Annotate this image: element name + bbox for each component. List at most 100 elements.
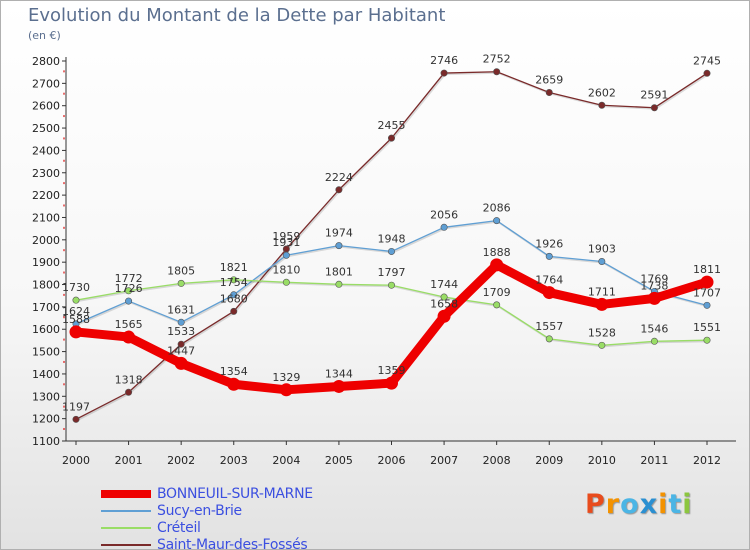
data-label: 1730	[62, 281, 90, 294]
data-point	[545, 89, 553, 97]
legend-label: Sucy-en-Brie	[157, 502, 242, 519]
data-point	[230, 291, 238, 299]
legend-label: Saint-Maur-des-Fossés	[157, 536, 308, 550]
x-tick-label: 2008	[483, 454, 511, 467]
data-point	[279, 383, 293, 397]
data-label: 1329	[272, 371, 300, 384]
data-point	[493, 301, 501, 309]
data-label: 1707	[693, 286, 721, 299]
data-point	[650, 104, 658, 112]
y-tick-label: 2200	[32, 189, 60, 202]
legend-swatch	[101, 526, 151, 529]
data-label: 1888	[483, 246, 511, 259]
logo-letter: t	[668, 489, 683, 520]
data-point	[490, 258, 504, 272]
data-point	[595, 297, 609, 311]
data-label: 1810	[272, 263, 300, 276]
x-tick-label: 2003	[220, 454, 248, 467]
data-point	[230, 307, 238, 315]
data-label: 2455	[378, 119, 406, 132]
data-point	[545, 252, 553, 260]
data-label: 1318	[115, 373, 143, 386]
data-label: 1551	[693, 321, 721, 334]
series-saint-maur-des-foss-s	[72, 68, 711, 423]
data-label: 1588	[62, 313, 90, 326]
data-point	[282, 278, 290, 286]
logo-letter: P	[585, 489, 606, 520]
data-point	[72, 415, 80, 423]
x-tick-label: 2010	[588, 454, 616, 467]
data-point	[125, 388, 133, 396]
data-label: 1744	[430, 278, 458, 291]
data-point	[332, 379, 346, 393]
data-label: 1754	[220, 276, 248, 289]
data-point	[703, 69, 711, 77]
data-label: 1565	[115, 318, 143, 331]
legend: BONNEUIL-SUR-MARNE Sucy-en-Brie Créteil Sai…	[101, 485, 313, 550]
logo-letter: r	[605, 489, 621, 520]
data-label: 1197	[62, 400, 90, 413]
data-label: 2746	[430, 54, 458, 67]
x-tick-label: 2005	[325, 454, 353, 467]
legend-item: Créteil	[101, 519, 313, 536]
legend-swatch	[101, 509, 151, 512]
data-label: 1631	[167, 303, 195, 316]
data-label: 1658	[430, 297, 458, 310]
data-point	[493, 217, 501, 225]
data-label: 1948	[378, 232, 406, 245]
legend-label: BONNEUIL-SUR-MARNE	[157, 485, 313, 502]
data-point	[440, 223, 448, 231]
x-tick-label: 2011	[640, 454, 668, 467]
data-point	[440, 69, 448, 77]
data-label: 1528	[588, 326, 616, 339]
legend-item: Sucy-en-Brie	[101, 502, 313, 519]
data-point	[282, 251, 290, 259]
x-tick-label: 2001	[115, 454, 143, 467]
data-label: 1811	[693, 263, 721, 276]
data-label: 1926	[535, 237, 563, 250]
data-label: 2602	[588, 86, 616, 99]
data-point	[335, 242, 343, 250]
x-tick-label: 2009	[535, 454, 563, 467]
logo-letter: i	[658, 489, 669, 520]
y-tick-label: 1400	[32, 368, 60, 381]
legend-swatch	[101, 543, 151, 546]
data-point	[703, 336, 711, 344]
data-label: 1738	[640, 279, 668, 292]
y-tick-label: 1200	[32, 413, 60, 426]
data-label: 2752	[483, 53, 511, 66]
logo-letter: i	[682, 489, 693, 520]
chart-title: Evolution du Montant de la Dette par Hab…	[28, 5, 446, 26]
y-tick-label: 1300	[32, 390, 60, 403]
data-label: 1959	[272, 230, 300, 243]
x-tick-label: 2002	[167, 454, 195, 467]
y-tick-label: 1100	[32, 435, 60, 448]
data-point	[125, 297, 133, 305]
y-tick-label: 1600	[32, 323, 60, 336]
data-label: 2056	[430, 208, 458, 221]
y-tick-label: 2800	[32, 55, 60, 68]
data-label: 1344	[325, 367, 353, 380]
proxiti-logo: Proxiti	[585, 489, 693, 520]
data-point	[387, 247, 395, 255]
data-label: 2591	[640, 89, 668, 102]
data-label: 1805	[167, 264, 195, 277]
data-point	[69, 325, 83, 339]
data-label: 1974	[325, 227, 353, 240]
logo-letter: x	[639, 489, 659, 520]
series-bonneuil-sur-marne	[69, 258, 714, 397]
data-point	[230, 276, 238, 284]
data-point	[387, 134, 395, 142]
unit-label: (en €)	[28, 29, 61, 42]
x-tick-label: 2007	[430, 454, 458, 467]
data-point	[545, 335, 553, 343]
data-label: 1680	[220, 292, 248, 305]
legend-item: BONNEUIL-SUR-MARNE	[101, 485, 313, 502]
data-point	[72, 296, 80, 304]
y-tick-label: 2300	[32, 167, 60, 180]
y-tick-label: 1900	[32, 256, 60, 269]
data-point	[598, 258, 606, 266]
data-label: 1821	[220, 261, 248, 274]
data-point	[650, 337, 658, 345]
series-cr-teil	[72, 276, 711, 349]
